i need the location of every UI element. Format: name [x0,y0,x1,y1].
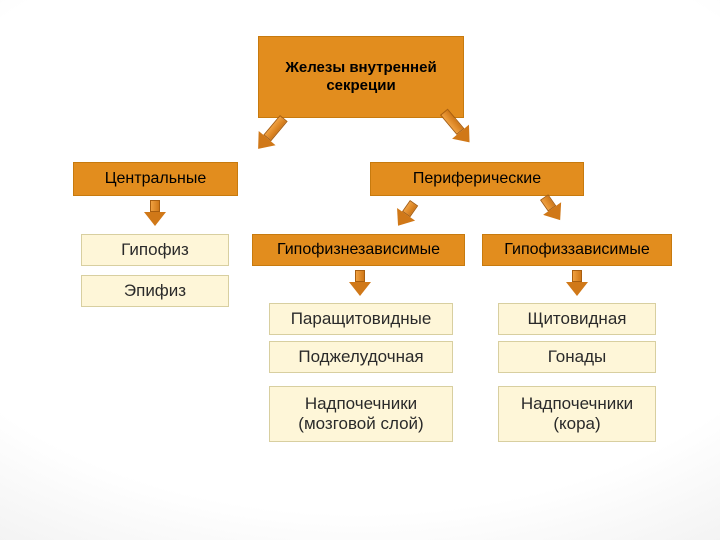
node-gonads: Гонады [498,341,656,373]
node-adrenal-cortex: Надпочечники (кора) [498,386,656,442]
node-parathyroid: Паращитовидные [269,303,453,335]
node-central: Центральные [73,162,238,196]
node-adrenal-medulla: Надпочечники (мозговой слой) [269,386,453,442]
node-pancreas: Поджелудочная [269,341,453,373]
node-peripheral: Периферические [370,162,584,196]
node-hypophysis: Гипофиз [81,234,229,266]
node-root: Железы внутренней секреции [258,36,464,118]
node-thyroid: Щитовидная [498,303,656,335]
node-epiphysis: Эпифиз [81,275,229,307]
node-hypo-dep: Гипофиззависимые [482,234,672,266]
node-hypo-indep: Гипофизнезависимые [252,234,465,266]
